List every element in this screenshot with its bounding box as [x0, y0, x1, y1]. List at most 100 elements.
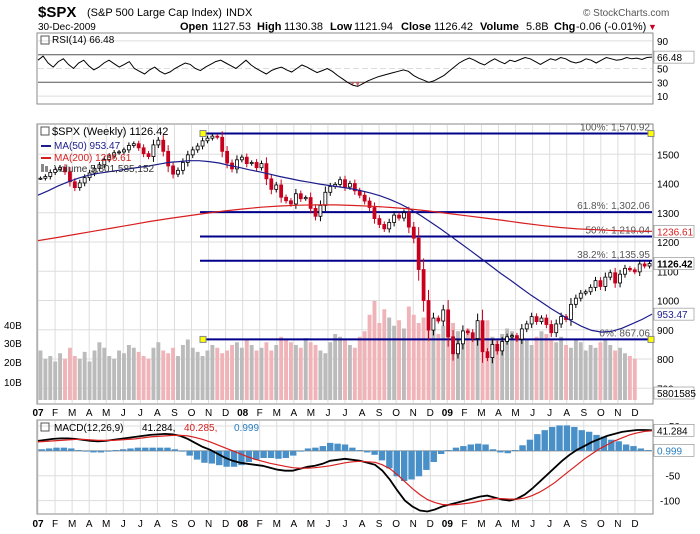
- price-tick-label: 1200: [657, 238, 680, 249]
- volume-bar: [505, 328, 510, 400]
- volume-bar: [583, 350, 588, 400]
- price-x-tick: A: [495, 408, 502, 419]
- volume-bar: [446, 320, 451, 400]
- price-bar-body: [416, 237, 421, 270]
- volume-bar: [244, 339, 249, 400]
- macd-x-tick: F: [461, 519, 467, 530]
- price-bar-body: [534, 316, 539, 322]
- macd-hist-bar: [186, 450, 193, 456]
- volume-bar: [524, 339, 529, 400]
- volume-bar: [568, 347, 573, 400]
- volume-bar: [303, 338, 308, 400]
- price-x-tick: S: [580, 408, 587, 419]
- price-x-tick: N: [205, 408, 212, 419]
- volume-bar: [269, 350, 274, 400]
- volume-bar: [490, 336, 495, 400]
- price-bar-body: [613, 272, 618, 284]
- price-bar-body: [82, 177, 87, 184]
- macd-hist-bar: [297, 450, 304, 452]
- macd-histogram: [38, 425, 652, 482]
- price-x-tick: J: [547, 408, 552, 419]
- macd-settings-icon[interactable]: [40, 422, 50, 432]
- macd-x-tick: 07: [32, 519, 44, 530]
- macd-x-tick: M: [273, 519, 281, 530]
- macd-hist-bar: [304, 448, 312, 451]
- macd-legend: MACD(12,26,9) 41.284, 40.285, 0.999: [40, 422, 259, 434]
- volume-bar: [200, 356, 205, 400]
- price-x-tick: M: [511, 408, 519, 419]
- volume-bar: [225, 350, 230, 400]
- macd-hist-bar: [75, 450, 82, 451]
- macd-x-tick: 08: [237, 519, 249, 530]
- macd-x-tick: N: [614, 519, 621, 530]
- signal-legend-value: 40.285,: [184, 423, 217, 434]
- volume-bar: [38, 350, 43, 400]
- price-bar-body: [460, 330, 465, 345]
- price-bar-body: [608, 272, 613, 278]
- price-x-tick: M: [477, 408, 485, 419]
- volume-bars: [38, 301, 637, 400]
- price-bar-body: [588, 286, 593, 293]
- volume-bar: [406, 306, 411, 400]
- price-x-tick: D: [427, 408, 434, 419]
- macd-x-tick: A: [86, 519, 93, 530]
- volume-bar: [117, 350, 122, 400]
- price-bar-body: [446, 309, 451, 338]
- macd-hist-bar: [201, 450, 208, 463]
- price-bar-body: [136, 143, 141, 149]
- chart-date: 30-Dec-2009: [38, 22, 96, 33]
- price-bar-body: [402, 212, 406, 219]
- volume-bar: [529, 345, 534, 400]
- macd-hist-bar: [378, 450, 386, 461]
- volume-value: 5.8B: [526, 21, 549, 33]
- macd-x-tick: M: [477, 519, 485, 530]
- macd-hist-bar: [156, 447, 164, 451]
- macd-hist-bar: [482, 444, 489, 451]
- volume-bar: [367, 314, 372, 400]
- macd-x-tick: D: [631, 519, 638, 530]
- price-bar-body: [515, 335, 519, 340]
- price-bar-body: [480, 320, 485, 353]
- rsi-settings-icon[interactable]: [40, 35, 50, 45]
- price-bar-body: [367, 200, 372, 208]
- volume-bar: [451, 323, 456, 400]
- volume-bar: [500, 334, 505, 400]
- price-legend: $SPX (Weekly) 1126.42 MA(50) 953.47 MA(2…: [40, 126, 168, 175]
- price-legend-title: $SPX (Weekly) 1126.42: [52, 126, 168, 138]
- macd-hist-bar: [356, 450, 363, 451]
- price-x-tick: A: [290, 408, 297, 419]
- price-bar-body: [603, 276, 608, 287]
- macd-value-label: 41.284: [657, 426, 688, 437]
- macd-hist-bar: [423, 450, 430, 470]
- price-bar-body: [112, 152, 117, 157]
- volume-bar: [608, 345, 613, 400]
- price-x-tick: N: [614, 408, 621, 419]
- price-bars: [38, 131, 652, 364]
- volume-value-label-box: [653, 386, 695, 400]
- macd-hist-bar: [474, 443, 482, 451]
- price-bar-body: [485, 351, 490, 358]
- volume-bar: [180, 345, 185, 400]
- macd-hist-bar: [245, 450, 253, 462]
- volume-bar: [495, 339, 500, 400]
- fib-label: 0%: 867.06: [599, 328, 650, 339]
- macd-x-tick: S: [580, 519, 587, 530]
- price-bar-body: [200, 140, 205, 147]
- volume-bar: [254, 350, 259, 400]
- price-bar-body: [58, 167, 63, 170]
- macd-hist-bar: [386, 450, 393, 469]
- price-settings-icon[interactable]: [40, 126, 50, 136]
- price-bar-body: [431, 317, 436, 331]
- ma50-legend: MA(50) 953.47: [54, 141, 121, 152]
- macd-x-tick: M: [68, 519, 76, 530]
- macd-hist-bar: [452, 447, 460, 451]
- axis-labels: 9070503010150014001300120011001000900800…: [32, 37, 680, 530]
- price-bar-body: [647, 263, 652, 267]
- price-bar-body: [426, 300, 431, 331]
- macd-hist-bar: [400, 450, 408, 482]
- hist-value-label-box: [653, 444, 695, 457]
- macd-x-tick: J: [138, 519, 143, 530]
- price-bar-body: [475, 320, 480, 339]
- signal-line: [37, 430, 653, 506]
